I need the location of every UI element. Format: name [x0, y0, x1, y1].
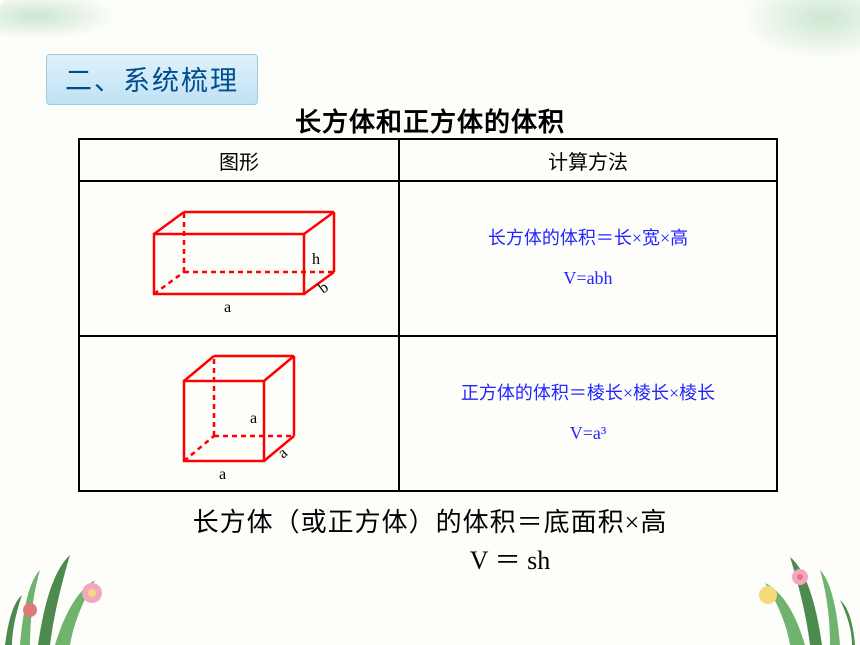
volume-table: 图形 计算方法	[78, 138, 778, 492]
table-row: a a a 正方体的体积＝棱长×棱长×棱长 V=a³	[79, 336, 777, 491]
cuboid-formula-words: 长方体的体积＝长×宽×高	[400, 219, 776, 259]
section-heading: 二、系统梳理	[46, 54, 258, 105]
cube-formula-words: 正方体的体积＝棱长×棱长×棱长	[400, 374, 776, 414]
label-edge-front: a	[250, 410, 257, 427]
label-length: a	[224, 299, 231, 316]
cube-figure-cell: a a a	[79, 336, 399, 491]
decoration-corner-tl	[0, 0, 120, 40]
decoration-corner-tr	[740, 0, 860, 60]
table-header-row: 图形 计算方法	[79, 139, 777, 181]
cube-formula-cell: 正方体的体积＝棱长×棱长×棱长 V=a³	[399, 336, 777, 491]
label-edge-side: a	[275, 444, 291, 462]
label-edge-bottom: a	[219, 466, 226, 483]
bottom-sentence: 长方体（或正方体）的体积＝底面积×高	[0, 502, 860, 539]
table-row: a h b 长方体的体积＝长×宽×高 V=abh	[79, 181, 777, 336]
cuboid-formula-cell: 长方体的体积＝长×宽×高 V=abh	[399, 181, 777, 336]
col-header-figure: 图形	[79, 139, 399, 181]
page-title: 长方体和正方体的体积	[0, 102, 860, 139]
cuboid-figure-cell: a h b	[79, 181, 399, 336]
bottom-formula: V ＝ sh	[0, 540, 860, 577]
cube-formula-symbol: V=a³	[400, 414, 776, 454]
label-width: b	[315, 278, 331, 296]
col-header-method: 计算方法	[399, 139, 777, 181]
cube-icon: a a a	[139, 341, 339, 486]
cuboid-formula-symbol: V=abh	[400, 259, 776, 299]
label-height: h	[312, 251, 320, 268]
cuboid-icon: a h b	[119, 194, 359, 324]
